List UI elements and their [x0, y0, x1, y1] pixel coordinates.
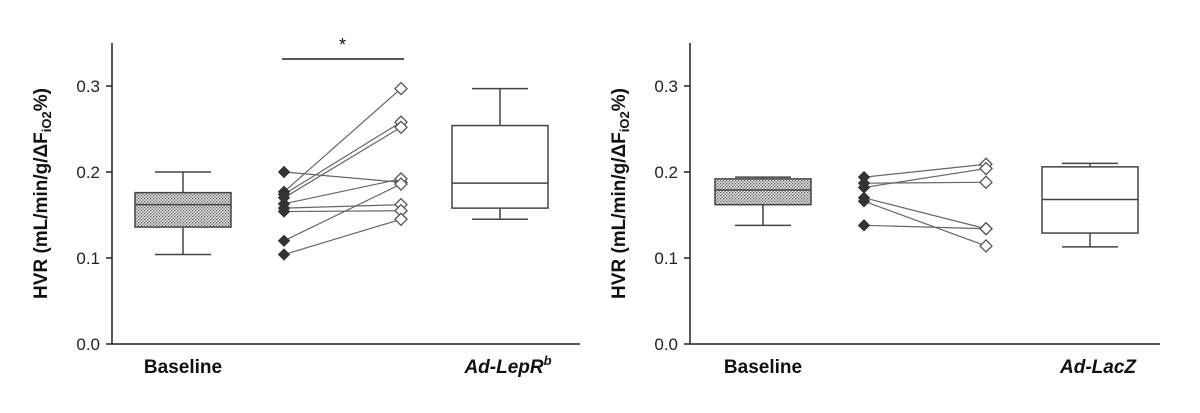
baseline-point — [277, 234, 291, 248]
treatment-point — [394, 120, 408, 135]
category-label-treatment: Ad-LacZ — [1059, 357, 1137, 378]
pair-line — [283, 210, 402, 213]
pair-line — [863, 224, 987, 230]
pair-line — [283, 126, 402, 199]
y-tick-label: 0.1 — [654, 249, 678, 268]
baseline-point — [277, 205, 291, 218]
significance-marker: * — [339, 35, 346, 55]
category-label-text: Baseline — [144, 357, 222, 378]
y-axis-label-main: HVR (mL/min/g/ΔF — [609, 132, 630, 299]
y-tick-label: 0.3 — [76, 77, 100, 96]
baseline-point — [857, 219, 871, 232]
treatment-point — [394, 177, 408, 191]
baseline-point — [857, 195, 871, 208]
pair-line — [283, 204, 402, 209]
pair-line — [283, 121, 402, 195]
treatment-point — [394, 212, 408, 227]
category-label-text: Baseline — [724, 357, 802, 378]
category-label-treatment: Ad-LepRb — [463, 353, 551, 378]
pair-line — [863, 181, 987, 184]
pair-line — [283, 88, 402, 193]
treatment-point — [979, 239, 993, 253]
pair-line — [283, 171, 402, 183]
pair-line — [863, 163, 987, 178]
y-tick-label: 0.0 — [76, 335, 100, 354]
pair-line — [863, 167, 987, 189]
category-label-baseline: Baseline — [724, 357, 802, 378]
baseline-box — [134, 191, 232, 228]
treatment-point — [979, 161, 993, 176]
pair-line — [863, 200, 987, 247]
y-tick-label: 0.2 — [76, 163, 100, 182]
y-tick-label: 0.2 — [654, 163, 678, 182]
y-axis-label-subscript: iO2 — [617, 111, 632, 132]
treatment-point — [979, 175, 993, 190]
pair-line — [283, 218, 402, 256]
baseline-point — [277, 165, 291, 179]
category-label-superscript: b — [544, 353, 552, 368]
y-axis-label-tail: %) — [31, 88, 52, 111]
pair-line — [283, 178, 402, 205]
category-label-text: Ad-LepR — [463, 357, 543, 378]
category-label-baseline: Baseline — [144, 357, 222, 378]
baseline-box — [714, 178, 812, 206]
chart-panel-right: 0.0 0.1 0.2 0.3 HVR (mL/min/g/ΔFiO2%) Baselin… — [609, 43, 1160, 378]
pair-line — [283, 183, 402, 242]
y-tick-label: 0.3 — [654, 77, 678, 96]
y-axis-label-subscript: iO2 — [39, 111, 54, 132]
pair-line — [863, 197, 987, 230]
treatment-point — [979, 221, 993, 236]
treatment-point — [394, 81, 408, 96]
y-axis-label: HVR (mL/min/g/ΔFiO2%) — [31, 88, 54, 299]
baseline-point — [277, 248, 291, 261]
chart-panel-left: 0.0 0.1 0.2 0.3 HVR (mL/min/g/ΔFiO2%) * Baseli… — [31, 35, 580, 378]
y-tick-label: 0.0 — [654, 335, 678, 354]
y-tick-label: 0.1 — [76, 249, 100, 268]
y-axis-label-tail: %) — [609, 88, 630, 111]
y-axis-label: HVR (mL/min/g/ΔFiO2%) — [609, 88, 632, 299]
treatment-box — [451, 124, 549, 209]
category-label-text: Ad-LacZ — [1059, 357, 1137, 378]
y-axis-label-main: HVR (mL/min/g/ΔF — [31, 132, 52, 299]
